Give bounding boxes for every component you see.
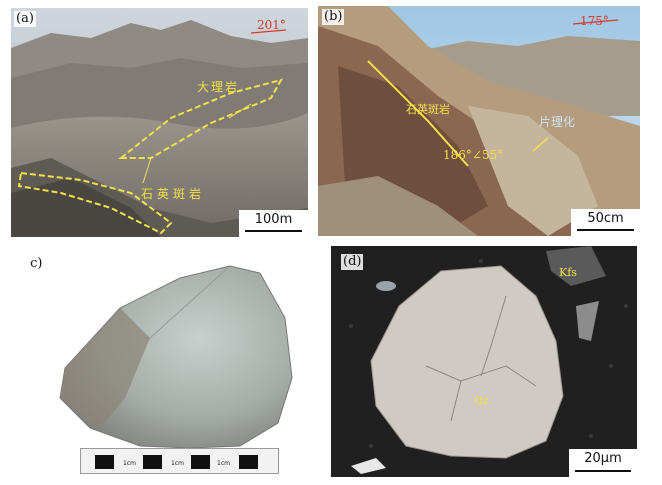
kfs-label: Kfs xyxy=(559,266,577,279)
scale-bar-b: 50cm xyxy=(571,209,640,236)
ruler-black-cell-1 xyxy=(95,455,114,469)
scale-bar-b-text: 50cm xyxy=(587,211,624,226)
ruler: 1cm 1cm 1cm xyxy=(80,448,279,474)
panel-a-photo: (a) 201° 大理岩 石英斑岩 100m xyxy=(11,8,308,237)
scale-bar-a: 100m xyxy=(239,210,308,237)
ruler-label-1: 1cm xyxy=(123,460,136,467)
scale-bar-d-text: 20μm xyxy=(584,451,622,466)
marble-label: 大理岩 xyxy=(197,80,240,94)
ruler-black-cell-2 xyxy=(143,455,162,469)
ruler-black-cell-4 xyxy=(239,455,258,469)
panel-a-label: (a) xyxy=(14,11,36,27)
quartz-porphyry-label-a: 石英斑岩 xyxy=(141,187,206,201)
panel-c-label: (c) xyxy=(30,256,43,271)
panel-a-azimuth: 201° xyxy=(257,18,286,32)
panel-b-photo: (b) 175° 石英斑岩 片理化 186°∠55° 50cm xyxy=(318,6,640,236)
scale-bar-b-line xyxy=(577,229,634,231)
rock-specimen-image xyxy=(59,265,293,449)
quartz-porphyry-label-b: 石英斑岩 xyxy=(406,103,450,116)
scale-bar-d-line xyxy=(575,470,631,472)
scale-bar-a-line xyxy=(245,230,302,232)
panel-d-micrograph: (d) Kfs Qz 20μm xyxy=(331,246,637,477)
micrograph-image xyxy=(331,246,637,477)
ruler-label-3: 1cm xyxy=(217,460,230,467)
qz-label: Qz xyxy=(474,394,489,407)
scale-bar-d: 20μm xyxy=(569,449,637,477)
panel-d-label: (d) xyxy=(341,254,364,270)
ruler-label-2: 1cm xyxy=(171,460,184,467)
outcrop-image xyxy=(318,6,640,236)
panel-b-azimuth: 175° xyxy=(580,14,609,28)
scale-bar-a-text: 100m xyxy=(254,212,293,227)
panel-c-photo: (c) xyxy=(30,248,300,478)
panel-b-label: (b) xyxy=(322,9,345,25)
schistosity-label: 片理化 xyxy=(539,115,576,129)
ruler-black-cell-3 xyxy=(191,455,210,469)
mountain-landscape-image xyxy=(11,8,308,237)
attitude-label: 186°∠55° xyxy=(443,148,504,162)
